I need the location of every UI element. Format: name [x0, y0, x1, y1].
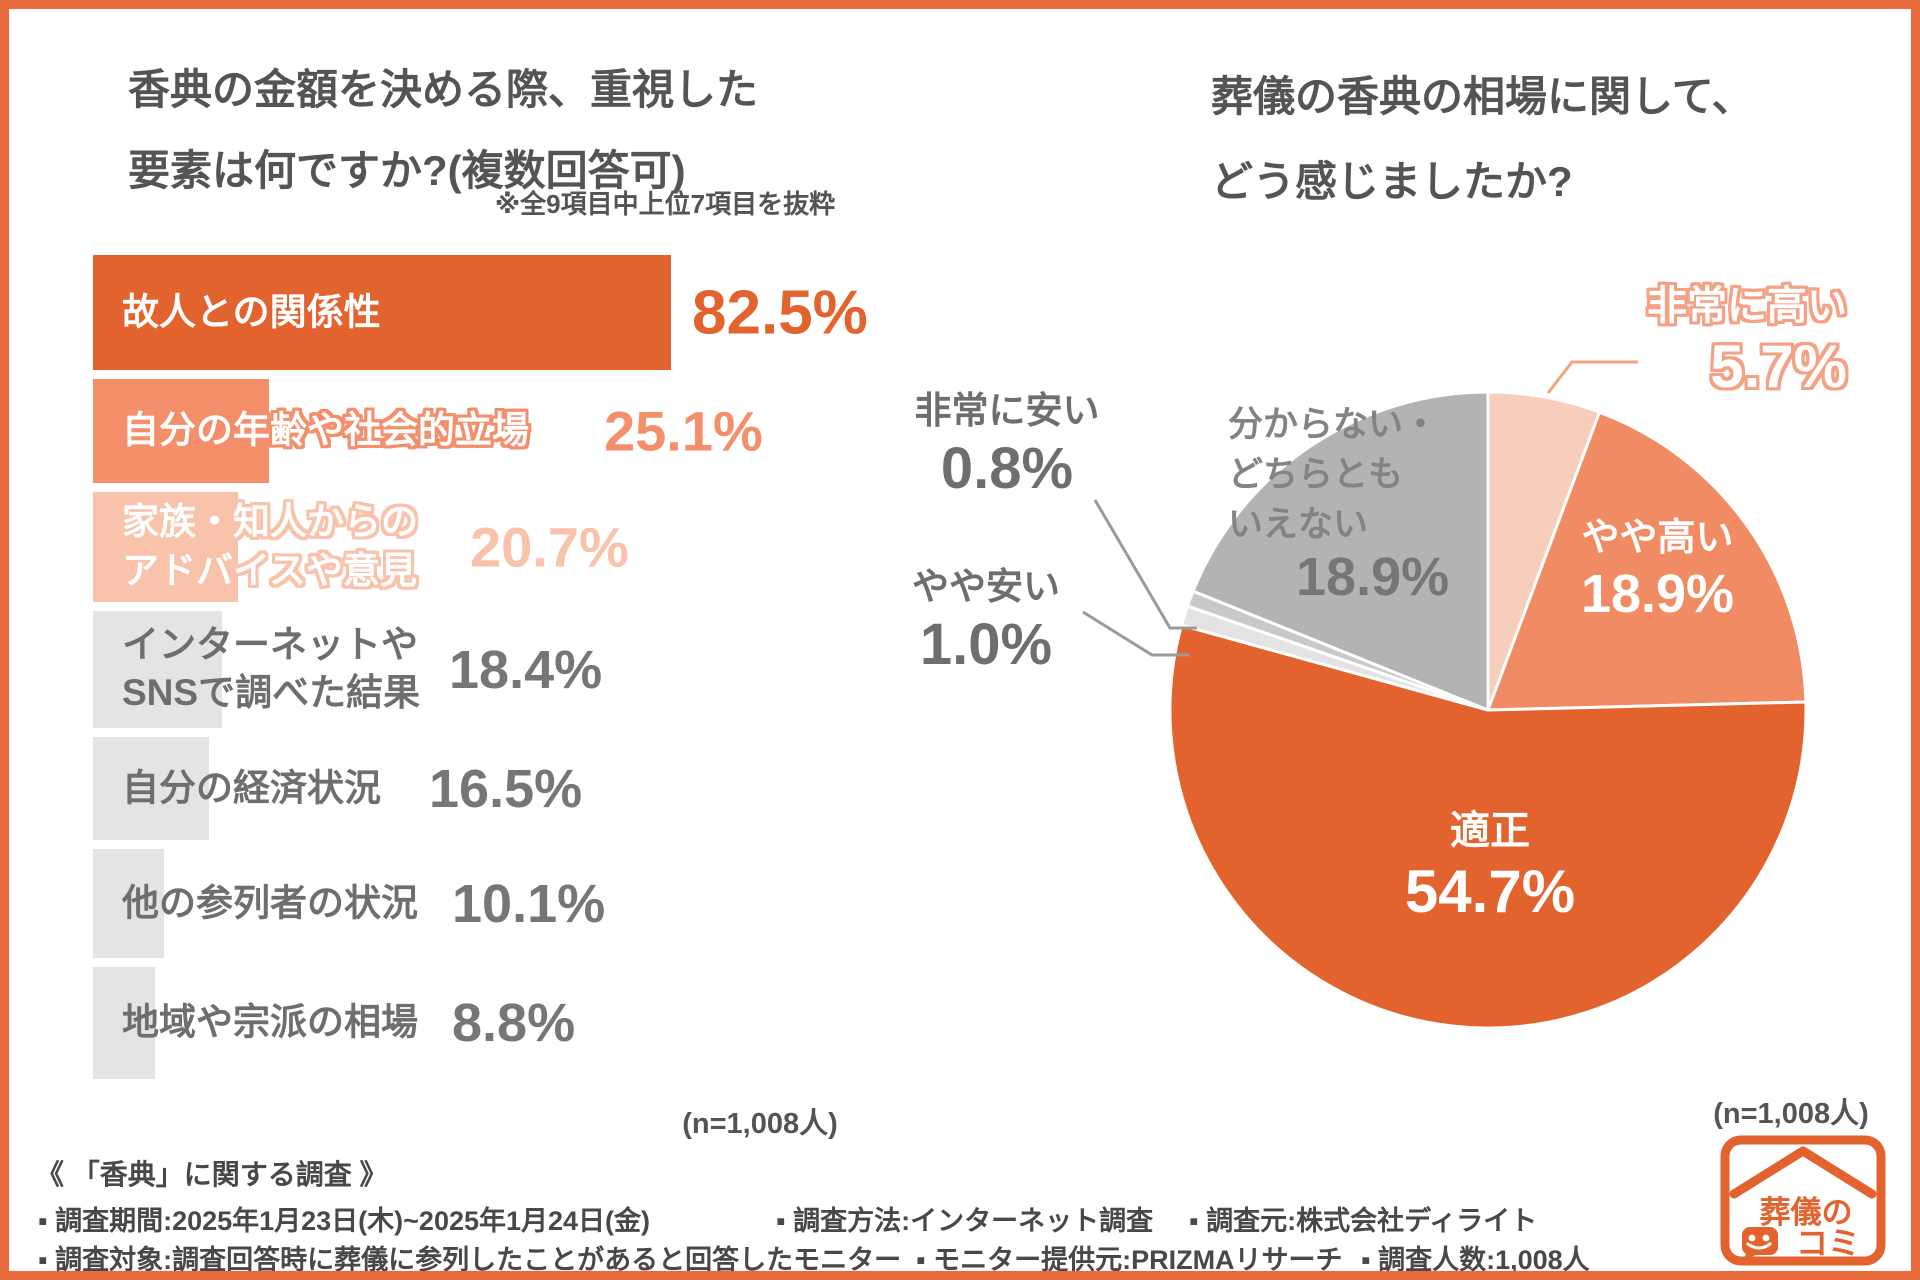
pie-label-dont-know-line2: どちらとも [1228, 455, 1404, 495]
pie-label-very-low-text: 非常に安い [914, 390, 1100, 431]
bar-label: 自分の経済状況 [122, 767, 381, 809]
bar-row: 家族・知人からの アドバイスや意見 20.7% [93, 492, 923, 602]
bar-chart-title: 香典の金額を決める際、重視した 要素は何ですか?(複数回答可) [128, 50, 758, 211]
pie-label-very-low-value: 0.8% [940, 436, 1074, 501]
bar-value: 18.4% [449, 639, 603, 700]
footer-survey-method: ▪ 調査方法:インターネット調査 [776, 1206, 1154, 1236]
bar-label: 故人との関係性 [122, 291, 381, 333]
bar-label: 自分の年齢や社会的立場 [122, 409, 529, 451]
bar-value: 82.5% [692, 278, 868, 347]
pie-label-dont-know-value: 18.9% [1296, 547, 1450, 607]
bar-fill [93, 849, 164, 958]
bar-chart-plot-area: 故人との関係性 82.5% 自分の年齢や社会的立場 25.1% 家族・知人からの アドバイ… [93, 255, 923, 1088]
pie-label-slightly-low-value: 1.0% [919, 612, 1053, 677]
logo-house-roof-icon [1729, 1146, 1877, 1199]
pie-label-appropriate-text: 適正 [1450, 809, 1530, 853]
logo-text-top: 葬儀の [1760, 1195, 1853, 1230]
bar-row: 自分の経済状況 16.5% [93, 737, 923, 840]
pie-label-slightly-low: やや安い 1.0% [886, 556, 1086, 680]
pie-label-dont-know-line3: いえない [1228, 505, 1369, 545]
footer-survey-target: ▪ 調査対象:調査回答時に葬儀に参列したことがあると回答したモニター [38, 1245, 902, 1275]
pie-slice [1168, 623, 1808, 1030]
pie-label-very-high-text: 非常に高い [1647, 284, 1847, 328]
bar-value: 10.1% [452, 873, 606, 934]
bar-row: 他の参列者の状況 10.1% [93, 849, 923, 958]
pie-label-very-high-value: 5.7% [1710, 333, 1847, 400]
pie-label-slightly-high-text: やや高い [1581, 517, 1734, 559]
brand-logo: 葬儀の コミ [1720, 1135, 1886, 1266]
pie-label-appropriate-value: 54.7% [1404, 858, 1576, 925]
pie-label-slightly-high: やや高い 18.9% [1565, 506, 1750, 629]
footer-monitor-provider: ▪ モニター提供元:PRIZMAリサーチ [916, 1245, 1343, 1275]
pie-chart-title-line2: どう感じましたか? [1211, 157, 1573, 205]
pie-label-slightly-low-text: やや安い [912, 566, 1060, 607]
bar-label: 地域や宗派の相場 [122, 1001, 418, 1043]
bar-chart-sample-size: (n=1,008人) [682, 1108, 838, 1140]
bar-label: 家族・知人からの アドバイスや意見 [122, 501, 418, 591]
pie-label-slightly-high-value: 18.9% [1580, 564, 1735, 624]
footer-survey-period: ▪ 調査期間:2025年1月23日(木)~2025年1月24日(金) [38, 1206, 651, 1236]
bar-value: 8.8% [452, 993, 576, 1053]
bar-fill [93, 967, 155, 1079]
pie-chart-sample-size: (n=1,008人) [1713, 1098, 1869, 1130]
pie-label-very-high: 非常に高い 5.7% [1555, 280, 1847, 401]
bar-chart-note: ※全9項目中上位7項目を抜粋 [494, 189, 836, 219]
pie-slice [1486, 410, 1808, 712]
pie-chart-title: 葬儀の香典の相場に関して、 どう感じましたか? [1211, 55, 1754, 225]
bar-label: インターネットや SNSで調べた結果 [122, 623, 421, 714]
bar-fill [93, 737, 209, 840]
bar-chart-title-line2: 要素は何ですか?(複数回答可) [128, 146, 686, 194]
bar-row: インターネットや SNSで調べた結果 18.4% [93, 611, 923, 728]
pie-label-dont-know: 分からない・ どちらとも いえない [1228, 400, 1438, 550]
bar-value: 25.1% [604, 399, 763, 463]
bar-fill [93, 255, 671, 370]
footer-survey-source: ▪ 調査元:株式会社ディライト [1189, 1206, 1538, 1236]
logo-speech-bubble-smiley-icon [1742, 1227, 1778, 1260]
bar-chart-title-line1: 香典の金額を決める際、重視した [128, 66, 759, 113]
bar-fill [93, 492, 238, 602]
logo-text-bottom: コミ [1796, 1225, 1860, 1261]
bar-row: 自分の年齢や社会的立場 25.1% [93, 379, 923, 483]
bar-row: 故人との関係性 82.5% [93, 255, 923, 370]
pie-label-dont-know-line1: 分からない・ [1228, 405, 1439, 444]
bar-fill [93, 611, 222, 728]
bar-label: 他の参列者の状況 [122, 882, 418, 924]
bar-row: 地域や宗派の相場 8.8% [93, 967, 923, 1079]
footer-survey-title: 《 「香典」に関する調査 》 [36, 1159, 388, 1190]
pie-label-appropriate: 適正 54.7% [1390, 798, 1590, 928]
bar-value: 20.7% [470, 515, 629, 579]
pie-chart-title-line1: 葬儀の香典の相場に関して、 [1211, 73, 1754, 120]
pie-label-very-low: 非常に安い 0.8% [907, 380, 1107, 504]
bar-value: 16.5% [429, 758, 583, 819]
pie-slice [1191, 390, 1490, 712]
footer-respondent-count: ▪ 調査人数:1,008人 [1361, 1245, 1590, 1275]
bar-fill [93, 379, 269, 483]
